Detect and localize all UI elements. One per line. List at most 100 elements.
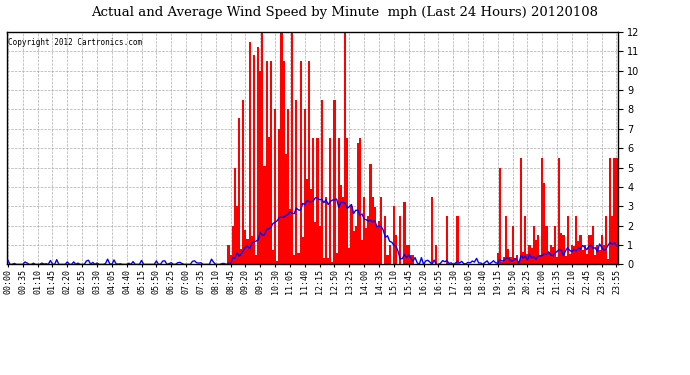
Bar (346, 138, 348, 264)
Bar (507, 249, 509, 264)
Bar (259, 71, 262, 264)
Bar (564, 256, 566, 264)
Bar (355, 226, 357, 264)
Bar (524, 216, 526, 264)
Bar (248, 42, 250, 264)
Bar (399, 216, 402, 264)
Bar (548, 253, 550, 264)
Bar (323, 258, 325, 264)
Bar (361, 240, 363, 264)
Bar (244, 230, 246, 264)
Bar (302, 237, 304, 264)
Bar (513, 258, 515, 264)
Bar (446, 216, 448, 264)
Bar (380, 196, 382, 264)
Bar (543, 183, 546, 264)
Bar (505, 216, 507, 264)
Bar (537, 236, 539, 264)
Bar (234, 168, 236, 264)
Bar (590, 235, 592, 264)
Bar (558, 158, 560, 264)
Bar (348, 248, 351, 264)
Bar (246, 239, 248, 264)
Bar (509, 256, 511, 264)
Bar (230, 255, 232, 264)
Bar (285, 154, 287, 264)
Bar (602, 244, 605, 264)
Bar (299, 61, 302, 264)
Bar (262, 32, 264, 264)
Bar (319, 226, 321, 264)
Bar (384, 216, 386, 264)
Bar (613, 158, 615, 264)
Bar (596, 245, 598, 264)
Bar (569, 254, 571, 264)
Bar (304, 110, 306, 264)
Bar (541, 158, 543, 264)
Bar (539, 255, 541, 264)
Bar (266, 61, 268, 264)
Bar (562, 236, 564, 264)
Bar (365, 228, 367, 264)
Bar (386, 255, 388, 264)
Bar (518, 263, 520, 264)
Bar (359, 138, 361, 264)
Bar (317, 138, 319, 264)
Bar (554, 226, 556, 264)
Bar (531, 248, 533, 264)
Bar (306, 180, 308, 264)
Bar (566, 216, 569, 264)
Bar (580, 236, 582, 264)
Bar (250, 236, 253, 264)
Bar (393, 206, 395, 264)
Bar (594, 255, 596, 264)
Bar (607, 259, 609, 264)
Bar (535, 240, 537, 264)
Bar (611, 216, 613, 264)
Bar (310, 189, 313, 264)
Bar (335, 254, 337, 264)
Bar (353, 231, 355, 264)
Bar (293, 255, 295, 264)
Bar (600, 236, 602, 264)
Bar (374, 207, 376, 264)
Bar (571, 245, 573, 264)
Bar (291, 32, 293, 264)
Bar (378, 222, 380, 264)
Bar (575, 216, 578, 264)
Bar (552, 247, 554, 264)
Bar (546, 226, 548, 264)
Bar (339, 185, 342, 264)
Bar (268, 137, 270, 264)
Bar (257, 47, 259, 264)
Bar (615, 158, 618, 264)
Bar (408, 245, 410, 264)
Bar (295, 100, 297, 264)
Bar (372, 196, 374, 264)
Bar (297, 252, 299, 264)
Bar (456, 216, 459, 264)
Bar (367, 216, 369, 264)
Bar (560, 233, 562, 264)
Bar (276, 261, 278, 264)
Bar (325, 196, 327, 264)
Bar (282, 61, 285, 264)
Bar (308, 61, 310, 264)
Bar (315, 222, 317, 264)
Bar (598, 251, 600, 264)
Bar (412, 255, 414, 264)
Bar (503, 257, 505, 264)
Text: Copyright 2012 Cartronics.com: Copyright 2012 Cartronics.com (8, 38, 142, 47)
Bar (582, 251, 584, 264)
Bar (529, 245, 531, 264)
Bar (289, 209, 291, 264)
Bar (236, 206, 238, 264)
Bar (404, 202, 406, 264)
Bar (550, 245, 552, 264)
Bar (344, 32, 346, 264)
Bar (497, 252, 499, 264)
Bar (329, 138, 331, 264)
Bar (592, 226, 594, 264)
Bar (406, 245, 408, 264)
Bar (331, 262, 333, 264)
